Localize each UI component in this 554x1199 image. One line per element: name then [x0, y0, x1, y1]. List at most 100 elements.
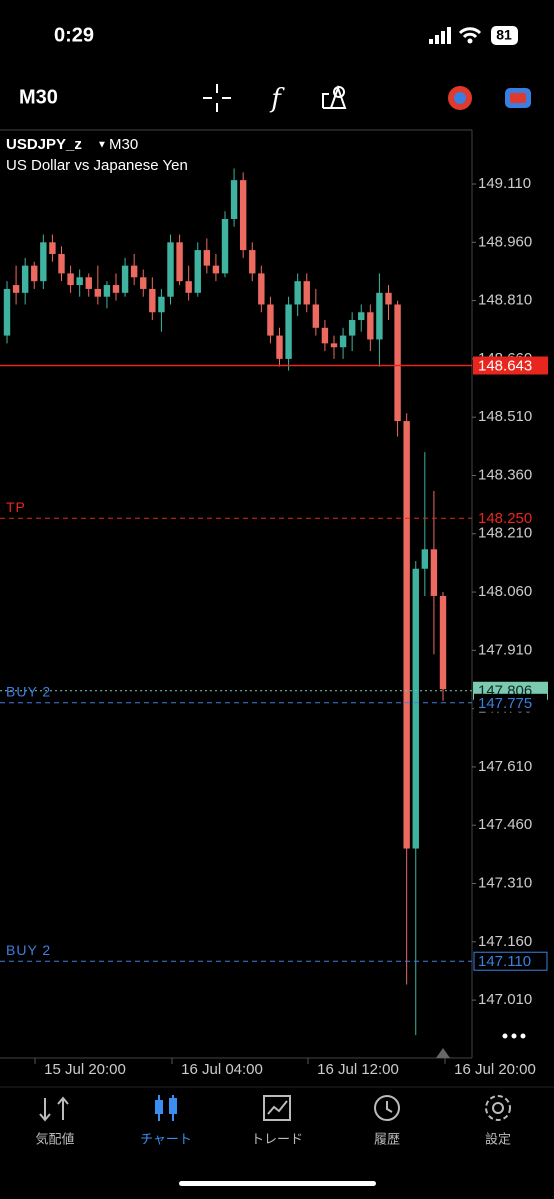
- symbol: USDJPY_z: [6, 136, 82, 153]
- candle-body: [76, 277, 83, 286]
- candle-body: [321, 327, 329, 344]
- y-tick-label: 147.160: [478, 933, 532, 950]
- chart-tab-icon: [155, 1095, 177, 1121]
- candle-body: [58, 253, 65, 274]
- y-tick-label: 148.510: [478, 408, 532, 425]
- indicator-icon[interactable]: f: [269, 84, 285, 114]
- candle-body: [49, 242, 56, 254]
- price-box: [473, 951, 548, 971]
- candle-body: [339, 335, 347, 348]
- wifi-icon: [458, 27, 482, 39]
- candle-body: [40, 242, 47, 282]
- candle-body: [158, 296, 165, 313]
- candle-body: [3, 288, 11, 336]
- battery-level: 81: [496, 27, 512, 43]
- objects-icon[interactable]: [322, 84, 347, 109]
- candle-body: [149, 288, 156, 313]
- candle-body: [367, 312, 374, 340]
- timeframe-button[interactable]: M30: [19, 86, 58, 108]
- candle-body: [140, 277, 147, 289]
- y-tick-label: 148.210: [478, 525, 532, 542]
- candle-body: [285, 304, 292, 359]
- candle-body: [358, 312, 365, 321]
- candle-body: [85, 277, 92, 289]
- candle-body: [267, 304, 274, 336]
- y-tick-label: 148.960: [478, 233, 532, 250]
- candle-body: [12, 285, 20, 293]
- chart-timeframe: M30: [109, 136, 138, 153]
- level-price: 148.643: [478, 357, 532, 374]
- time-label: 16 Jul 12:00: [317, 1061, 399, 1078]
- candle-body: [403, 421, 410, 849]
- candle-body: [212, 265, 220, 274]
- time-label: 15 Jul 20:00: [44, 1061, 126, 1078]
- candle-body: [239, 180, 247, 251]
- candle-body: [121, 265, 129, 293]
- y-tick-label: 149.110: [478, 175, 531, 192]
- candle-body: [185, 281, 192, 293]
- candle-body: [303, 281, 310, 305]
- scroll-marker: [436, 1048, 450, 1058]
- tab-label[interactable]: 設定: [485, 1131, 511, 1146]
- candle-body: [258, 273, 265, 305]
- level-price: 148.250: [478, 510, 532, 527]
- level-name: TP: [6, 499, 26, 515]
- wifi-dot: [467, 38, 473, 44]
- level-price: 147.775: [478, 695, 532, 712]
- level-price: 147.110: [478, 953, 531, 970]
- candle-body: [103, 285, 111, 297]
- tab-icons: [39, 1095, 511, 1122]
- y-tick-label: 147.460: [478, 816, 532, 833]
- candle-body: [21, 265, 29, 293]
- candle-body: [230, 180, 238, 219]
- tab-label[interactable]: 履歴: [374, 1131, 400, 1146]
- candle-body: [439, 595, 447, 690]
- home-indicator: [179, 1181, 376, 1186]
- candle-body: [276, 335, 283, 359]
- tab-label[interactable]: チャート: [140, 1131, 192, 1146]
- candle-body: [249, 250, 256, 274]
- tab-label[interactable]: トレード: [251, 1131, 303, 1146]
- candle-body: [348, 320, 356, 336]
- level-name: BUY 2: [6, 942, 51, 958]
- candle-body: [376, 292, 383, 340]
- y-tick-label: 147.010: [478, 991, 532, 1008]
- candle-body: [167, 242, 174, 297]
- y-tick-label: 147.310: [478, 874, 532, 891]
- dropdown-arrow[interactable]: ▼: [97, 140, 107, 151]
- level-name: BUY 2: [6, 684, 51, 700]
- candle-body: [430, 549, 438, 596]
- battery-icon: [491, 26, 518, 45]
- candle-body: [294, 281, 301, 305]
- y-tick-label: 148.360: [478, 466, 532, 483]
- price-box: [473, 356, 548, 375]
- candle-body: [130, 265, 138, 278]
- price-box: [474, 693, 547, 712]
- y-tick-label: 147.610: [478, 758, 532, 775]
- candle-body: [31, 265, 38, 282]
- candle-body: [421, 549, 429, 569]
- y-tick-label: 147.910: [478, 641, 532, 658]
- time-label: 16 Jul 04:00: [181, 1061, 263, 1078]
- candle-body: [67, 273, 74, 286]
- candle-body: [221, 218, 229, 274]
- status-time: 0:29: [54, 24, 94, 46]
- more-icon[interactable]: [502, 1033, 526, 1039]
- crosshair-icon[interactable]: [203, 84, 231, 112]
- tab-label[interactable]: 気配値: [35, 1131, 74, 1146]
- price-box: [474, 509, 547, 528]
- candle-body: [112, 285, 120, 293]
- candle-body: [385, 292, 392, 305]
- y-tick-label: 148.060: [478, 583, 532, 600]
- signal-icon: [429, 27, 451, 44]
- candle-body: [176, 242, 183, 282]
- candle-body: [94, 288, 102, 297]
- candle-body: [412, 568, 419, 849]
- plot: 149.110148.960148.810148.660148.510148.3…: [0, 168, 548, 1078]
- candle-body: [330, 343, 338, 348]
- candle-body: [194, 250, 201, 293]
- candle-body: [312, 304, 320, 328]
- candle-body: [203, 250, 211, 266]
